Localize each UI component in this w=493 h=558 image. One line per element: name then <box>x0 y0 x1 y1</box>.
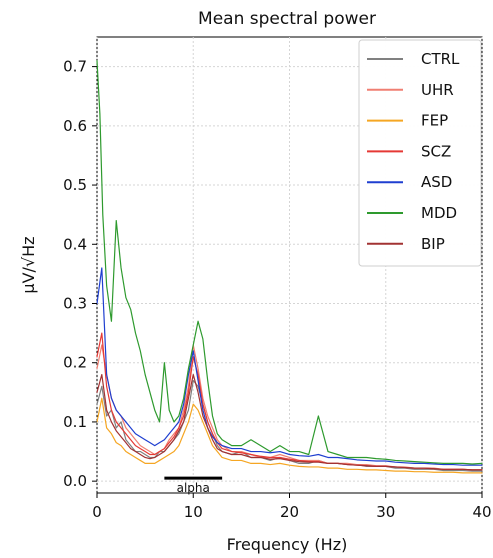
y-tick-label: 0.3 <box>63 294 87 312</box>
series-line-asd <box>96 267 483 466</box>
x-tick-label: 30 <box>376 503 395 521</box>
legend-label-scz: SCZ <box>421 142 451 160</box>
series-line-mdd <box>96 60 483 465</box>
grid-layer <box>96 37 483 493</box>
legend-label-uhr: UHR <box>421 81 454 99</box>
y-tick-label: 0.2 <box>63 354 87 372</box>
y-tick-label: 0.5 <box>63 176 87 194</box>
annotation-layer: alpha <box>164 476 223 495</box>
y-tick-label: 0.4 <box>63 235 87 253</box>
series-line-fep <box>96 397 483 474</box>
legend-label-asd: ASD <box>421 173 452 191</box>
legend-label-fep: FEP <box>421 112 448 130</box>
legend-label-bip: BIP <box>421 235 445 253</box>
chart-title: Mean spectral power <box>198 9 376 29</box>
y-axis-label: µV/√Hz <box>19 236 38 293</box>
y-tick-label: 0.1 <box>63 413 87 431</box>
x-tick-label: 20 <box>280 503 299 521</box>
series-line-bip <box>96 373 483 471</box>
legend: CTRL UHR FEP SCZ ASD MDD BIP <box>358 39 482 267</box>
x-tick-label: 0 <box>92 503 102 521</box>
y-tick-label: 0.6 <box>63 117 87 135</box>
axis-layer: 0 10 20 30 40 0.0 0.1 0.2 0.3 0.4 0.5 0.6 0.7 <box>63 58 491 521</box>
x-axis-label: Frequency (Hz) <box>227 535 348 554</box>
legend-label-mdd: MDD <box>421 204 457 222</box>
alpha-band-label: alpha <box>177 481 210 495</box>
y-tick-label: 0.7 <box>63 58 87 76</box>
x-tick-label: 10 <box>184 503 203 521</box>
x-tick-label: 40 <box>472 503 491 521</box>
legend-box <box>358 39 482 267</box>
legend-label-ctrl: CTRL <box>421 50 460 68</box>
series-layer <box>96 60 483 474</box>
y-tick-label: 0.0 <box>63 472 87 490</box>
